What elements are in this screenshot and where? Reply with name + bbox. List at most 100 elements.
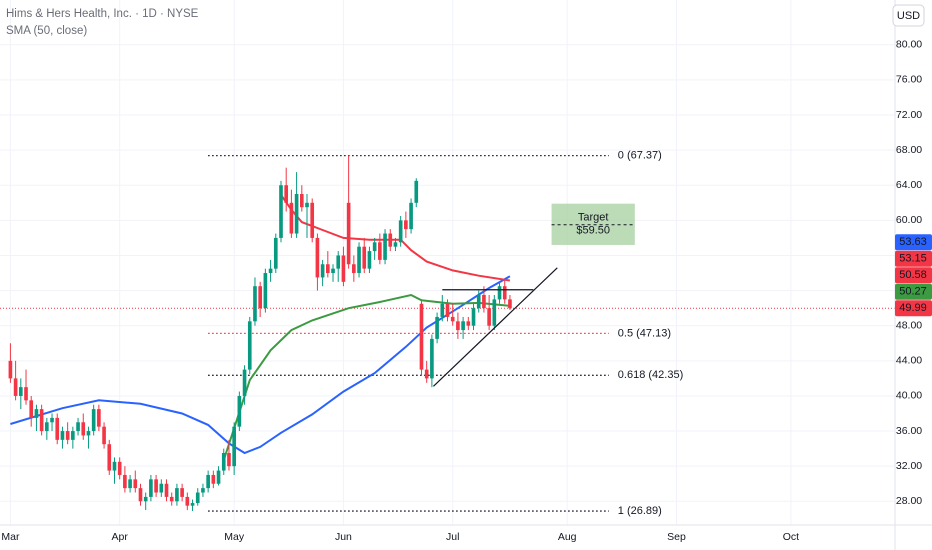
candle-body <box>143 496 148 502</box>
candle-body <box>341 255 346 282</box>
currency-button[interactable] <box>892 4 925 27</box>
candle-body <box>289 202 294 234</box>
candle-body <box>502 286 507 300</box>
candle-body <box>221 453 226 471</box>
y-tick-label: 40.00 <box>896 390 922 402</box>
candle-body <box>325 264 330 274</box>
candle-body <box>383 233 387 260</box>
candle-body <box>456 321 460 331</box>
candle-body <box>81 422 86 436</box>
y-tick-label: 64.00 <box>896 179 922 191</box>
candle-body <box>206 474 210 489</box>
candle-body <box>154 479 158 493</box>
candle-body <box>65 431 70 440</box>
candle-body <box>398 220 403 243</box>
candle-body <box>29 400 34 418</box>
candle-body <box>263 273 268 309</box>
candle-body <box>39 409 44 432</box>
y-tick-label: 44.00 <box>896 355 922 367</box>
candle-body <box>76 422 80 432</box>
x-tick-label: Aug <box>558 531 577 543</box>
candle-body <box>138 488 143 502</box>
candle-body <box>102 426 106 445</box>
candle-body <box>268 268 273 274</box>
candle-body <box>487 308 491 326</box>
candle-body <box>128 479 132 489</box>
candle-body <box>492 299 497 326</box>
price-label-bg <box>895 300 932 317</box>
x-tick-label: Sep <box>667 531 686 543</box>
candle-body <box>175 488 179 502</box>
candle-body <box>482 294 486 309</box>
candle-body <box>404 220 408 230</box>
target-label: Target <box>578 212 609 224</box>
candle-body <box>211 474 216 484</box>
candle-body <box>362 246 367 269</box>
candle-body <box>253 286 257 322</box>
y-tick-label: 60.00 <box>896 214 922 226</box>
candle-body <box>45 422 49 432</box>
x-tick-label: Apr <box>112 531 129 543</box>
candle-body <box>331 268 335 274</box>
candle-body <box>86 431 91 436</box>
candle-body <box>284 185 289 203</box>
indicator-line <box>10 275 511 455</box>
candle-body <box>393 242 398 247</box>
price-label: 53.15 <box>899 253 927 265</box>
candle-body <box>450 316 455 322</box>
candle-body <box>232 426 236 467</box>
candle-body <box>357 246 361 274</box>
candle-body <box>117 461 122 475</box>
candle-body <box>107 444 112 471</box>
level-label: 0.618 (42.35) <box>618 369 683 381</box>
candle-body <box>195 492 200 504</box>
candle-body <box>352 264 356 274</box>
candle-body <box>299 194 304 208</box>
candle-body <box>378 242 382 260</box>
candle-body <box>258 286 262 309</box>
candle-body <box>305 202 309 208</box>
candle-body <box>24 387 28 401</box>
candle-body <box>315 237 320 278</box>
candle-body <box>414 180 419 203</box>
candle-body <box>50 417 54 423</box>
candle-body <box>60 431 65 440</box>
candle-body <box>159 483 164 493</box>
y-tick-label: 36.00 <box>896 425 922 437</box>
plot-area <box>0 0 895 525</box>
y-tick-label: 76.00 <box>896 74 922 86</box>
indicator-line <box>222 293 510 461</box>
candle-body <box>13 378 18 396</box>
y-tick-label: 32.00 <box>896 460 922 472</box>
candle-body <box>471 308 476 326</box>
candle-body <box>123 474 127 489</box>
candle-body <box>71 431 75 440</box>
candle-body <box>190 503 195 506</box>
candle-body <box>149 479 153 497</box>
y-tick-label: 80.00 <box>896 39 922 51</box>
candle-body <box>227 453 231 467</box>
currency-label[interactable]: USD <box>897 10 920 22</box>
candle-body <box>497 286 502 300</box>
indicator-label: SMA (50, close) <box>6 25 87 37</box>
price-label: 50.58 <box>899 269 927 281</box>
y-tick-label: 28.00 <box>896 495 922 507</box>
y-tick-label: 68.00 <box>896 144 922 156</box>
target-value: $59.50 <box>576 225 610 237</box>
x-tick-label: Jun <box>335 531 352 543</box>
x-tick-label: May <box>224 531 245 543</box>
level-label: 1 (26.89) <box>618 505 662 517</box>
candle-body <box>508 299 512 309</box>
price-label: 50.27 <box>899 286 927 298</box>
candle-body <box>372 242 377 252</box>
candle-body <box>164 483 169 497</box>
candle-body <box>273 237 278 269</box>
price-label: 49.99 <box>899 302 927 314</box>
x-tick-label: Jul <box>446 531 459 543</box>
candle-body <box>97 409 101 427</box>
price-label-bg <box>895 234 932 251</box>
y-tick-label: 48.00 <box>896 319 922 331</box>
candle-body <box>435 316 439 339</box>
